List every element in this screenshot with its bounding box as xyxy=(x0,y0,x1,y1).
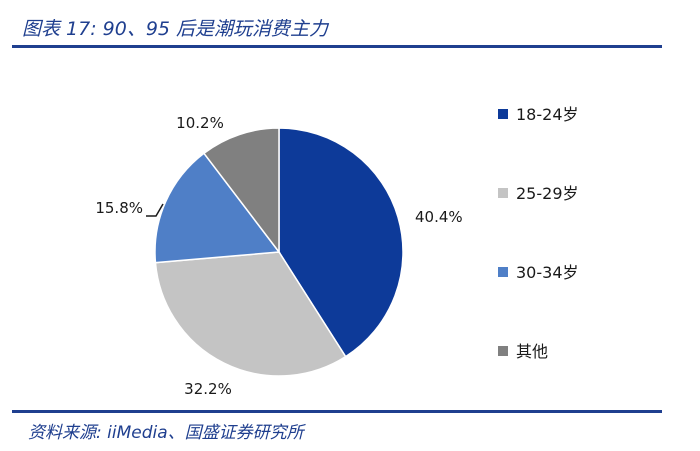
legend-label-2: 25-29岁 xyxy=(516,184,579,203)
bottom-divider xyxy=(12,410,662,413)
leader-line xyxy=(146,203,164,217)
data-labels: 40.4% 32.2% 15.8% 10.2% xyxy=(95,114,462,398)
legend-label-4: 其他 xyxy=(516,342,548,361)
data-label-3: 15.8% xyxy=(95,199,143,217)
legend-swatch-1 xyxy=(498,109,508,119)
pie-slices xyxy=(154,127,404,377)
legend-label-3: 30-34岁 xyxy=(516,263,579,282)
legend-swatch-4 xyxy=(498,346,508,356)
data-label-4: 10.2% xyxy=(176,114,224,132)
pie-slice-2 xyxy=(154,251,347,377)
legend-label-1: 18-24岁 xyxy=(516,105,579,124)
legend-swatch-3 xyxy=(498,267,508,277)
data-label-2: 32.2% xyxy=(184,380,232,398)
source-note: 资料来源: iiMedia、国盛证券研究所 xyxy=(28,423,304,443)
top-divider xyxy=(12,45,662,48)
pie-slice-3 xyxy=(154,152,281,264)
data-label-1: 40.4% xyxy=(415,208,463,226)
legend-swatch-2 xyxy=(498,188,508,198)
chart-title: 图表 17: 90、95 后是潮玩消费主力 xyxy=(22,18,329,40)
pie-slice-4 xyxy=(202,127,280,255)
